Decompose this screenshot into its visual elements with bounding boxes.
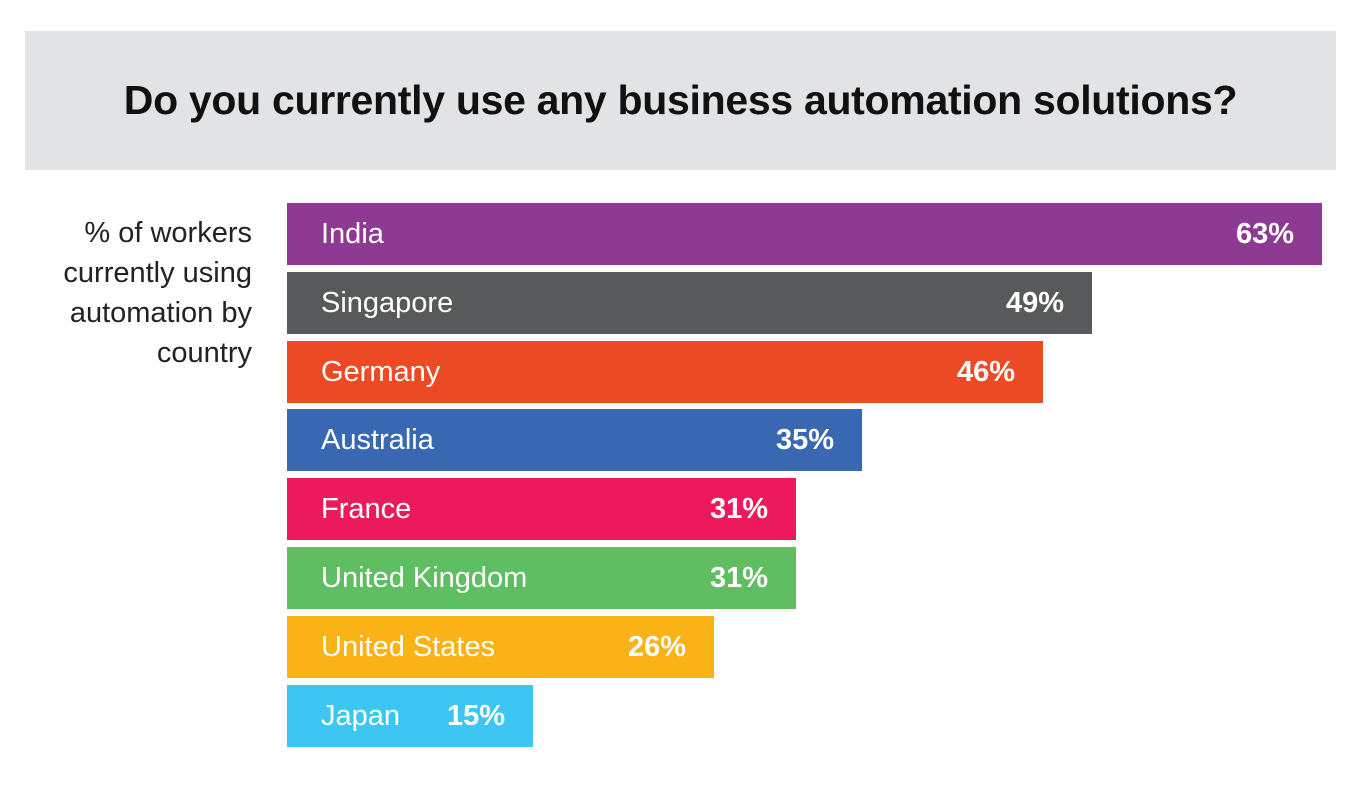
bar-value-label: 31% [709,562,768,594]
bar-singapore: Singapore 49% [287,272,1092,334]
bar-united-states: United States 26% [287,616,714,678]
bar-value-label: 49% [1005,287,1064,319]
bar-united-kingdom: United Kingdom 31% [287,547,796,609]
bar-chart: India 63% Singapore 49% Germany 46% Australia 3… [287,203,1327,763]
bar-category-label: United Kingdom [321,562,528,594]
bar-value-label: 26% [627,631,686,663]
bar-category-label: France [321,493,412,525]
bar-category-label: Singapore [321,287,454,319]
bar-value-label: 46% [956,356,1015,388]
bar-india: India 63% [287,203,1322,265]
bar-japan: Japan 15% [287,685,533,747]
bar-category-label: India [321,218,384,250]
bar-value-label: 31% [709,493,768,525]
bar-category-label: Australia [321,424,434,456]
axis-label: % of workers currently using automation … [63,217,252,369]
bar-category-label: Germany [321,356,441,388]
bar-category-label: United States [321,631,496,663]
bar-germany: Germany 46% [287,341,1043,403]
bar-value-label: 63% [1235,218,1294,250]
bar-category-label: Japan [321,700,401,732]
bar-australia: Australia 35% [287,409,862,471]
bar-france: France 31% [287,478,796,540]
title-band: Do you currently use any business automa… [25,31,1336,170]
bar-value-label: 35% [775,424,834,456]
bar-value-label: 15% [446,700,505,732]
chart-title: Do you currently use any business automa… [123,77,1238,123]
